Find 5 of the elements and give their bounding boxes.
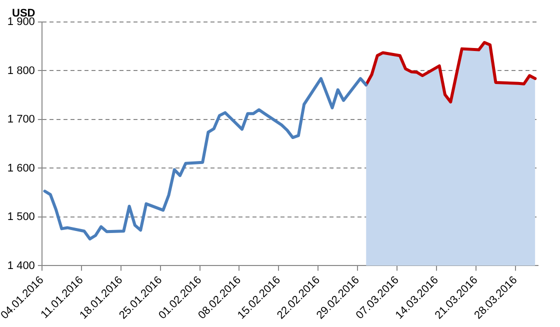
- y-tick-label: 1 400: [7, 260, 35, 272]
- y-tick-label: 1 500: [7, 211, 35, 224]
- y-tick-label: 1 700: [7, 114, 35, 126]
- y-tick-label: 1 600: [7, 162, 35, 174]
- y-tick-label: 1 800: [7, 64, 35, 77]
